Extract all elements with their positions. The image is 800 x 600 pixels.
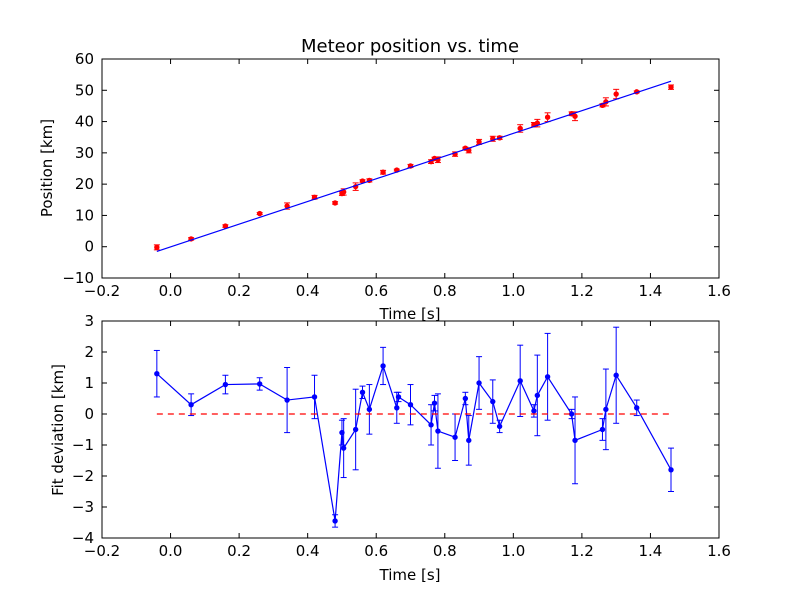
y-tick-label: −2 — [72, 467, 94, 485]
deviation-ticks: −0.2 0.0 0.2 0.4 0.6 0.8 1.0 1.2 1.4 1.6 −4 −3 −2 −1 0… — [72, 312, 731, 560]
y-tick-label: 1 — [84, 374, 94, 392]
position-axes-frame — [101, 58, 720, 279]
x-tick-label: 1.6 — [707, 282, 731, 300]
data-point — [256, 210, 263, 217]
x-tick-label: 1.2 — [570, 282, 594, 300]
position-ticks: −0.2 0.0 0.2 0.4 0.6 0.8 1.0 1.2 1.4 1.6 −10 0 10 20 3… — [62, 50, 731, 300]
data-point — [544, 374, 551, 380]
x-tick-label: 0.4 — [296, 542, 320, 560]
data-point — [634, 405, 640, 411]
data-point — [380, 169, 386, 175]
data-point — [359, 389, 366, 395]
data-point — [572, 437, 578, 444]
position-y-axis-label: Position [km] — [38, 119, 56, 217]
chart-title: Meteor position vs. time — [301, 36, 519, 57]
deviation-data — [153, 326, 675, 528]
data-point — [222, 381, 229, 388]
data-point — [490, 398, 496, 405]
data-point — [476, 139, 482, 145]
data-point — [534, 392, 541, 399]
data-point — [452, 434, 458, 440]
data-point — [188, 402, 194, 408]
deviation-x-axis-label: Time [s] — [379, 566, 441, 584]
data-point — [428, 422, 434, 428]
data-point — [380, 363, 386, 369]
data-point — [668, 84, 674, 90]
x-tick-label: 0.6 — [364, 282, 388, 300]
data-point — [332, 518, 338, 524]
data-point — [395, 394, 402, 400]
data-point — [431, 400, 438, 406]
x-tick-label: 0.0 — [159, 282, 183, 300]
position-x-axis-label: Time [s] — [379, 305, 441, 323]
deviation-y-axis-label: Fit deviation [km] — [49, 364, 67, 496]
x-tick-label: 1.0 — [501, 542, 525, 560]
data-point — [340, 445, 347, 451]
data-point — [531, 408, 537, 414]
data-point — [466, 437, 472, 444]
data-point — [332, 200, 338, 206]
y-tick-label: 2 — [84, 343, 94, 361]
y-tick-label: 0 — [84, 405, 94, 423]
x-tick-label: 1.6 — [707, 542, 731, 560]
y-tick-label: 60 — [75, 50, 94, 68]
x-tick-label: 1.4 — [639, 282, 663, 300]
position-data — [153, 80, 675, 252]
y-tick-label: −3 — [72, 498, 94, 516]
data-point — [613, 91, 619, 97]
y-tick-label: 3 — [84, 312, 94, 330]
x-tick-label: 0.6 — [364, 542, 388, 560]
data-point — [544, 114, 551, 120]
y-tick-label: −4 — [72, 529, 94, 547]
data-point — [154, 244, 160, 251]
x-tick-label: 0.2 — [227, 282, 251, 300]
x-tick-label: 0.0 — [159, 542, 183, 560]
data-point — [517, 378, 523, 384]
y-tick-label: 40 — [75, 113, 94, 131]
data-point — [407, 402, 414, 408]
data-point — [352, 426, 359, 433]
data-point — [311, 394, 318, 400]
x-tick-label: 0.8 — [433, 542, 457, 560]
fit-line — [156, 80, 672, 252]
data-point — [154, 371, 160, 377]
data-point — [568, 411, 575, 417]
y-tick-label: −10 — [62, 269, 94, 287]
data-point — [435, 428, 441, 434]
data-point — [517, 125, 523, 132]
deviation-panel: −0.2 0.0 0.2 0.4 0.6 0.8 1.0 1.2 1.4 1.6 −4 −3 −2 −1 0… — [49, 312, 731, 584]
data-point — [496, 423, 503, 430]
y-tick-label: −1 — [72, 436, 94, 454]
y-tick-label: 20 — [75, 175, 94, 193]
data-point — [603, 406, 609, 413]
data-point — [394, 405, 400, 411]
x-tick-label: −0.2 — [84, 282, 120, 300]
y-tick-label: 50 — [75, 81, 94, 99]
deviation-axes-frame — [101, 320, 720, 539]
y-tick-label: 0 — [84, 238, 94, 256]
x-tick-label: 1.0 — [501, 282, 525, 300]
data-point — [599, 426, 606, 433]
data-point — [462, 395, 469, 402]
x-tick-label: 1.2 — [570, 542, 594, 560]
x-tick-label: 0.8 — [433, 282, 457, 300]
position-panel: Meteor position vs. time −0.2 0.0 0.2 0.4 0.… — [38, 36, 731, 323]
data-point — [476, 380, 482, 386]
data-point — [366, 406, 373, 413]
x-tick-label: 0.2 — [227, 542, 251, 560]
data-point — [572, 113, 578, 119]
data-point — [256, 381, 263, 387]
x-tick-label: 0.4 — [296, 282, 320, 300]
data-point — [668, 467, 674, 473]
data-point — [284, 397, 290, 403]
x-tick-label: −0.2 — [84, 542, 120, 560]
y-tick-label: 10 — [75, 206, 94, 224]
y-tick-label: 30 — [75, 144, 94, 162]
data-point — [613, 372, 619, 378]
x-tick-label: 1.4 — [639, 542, 663, 560]
